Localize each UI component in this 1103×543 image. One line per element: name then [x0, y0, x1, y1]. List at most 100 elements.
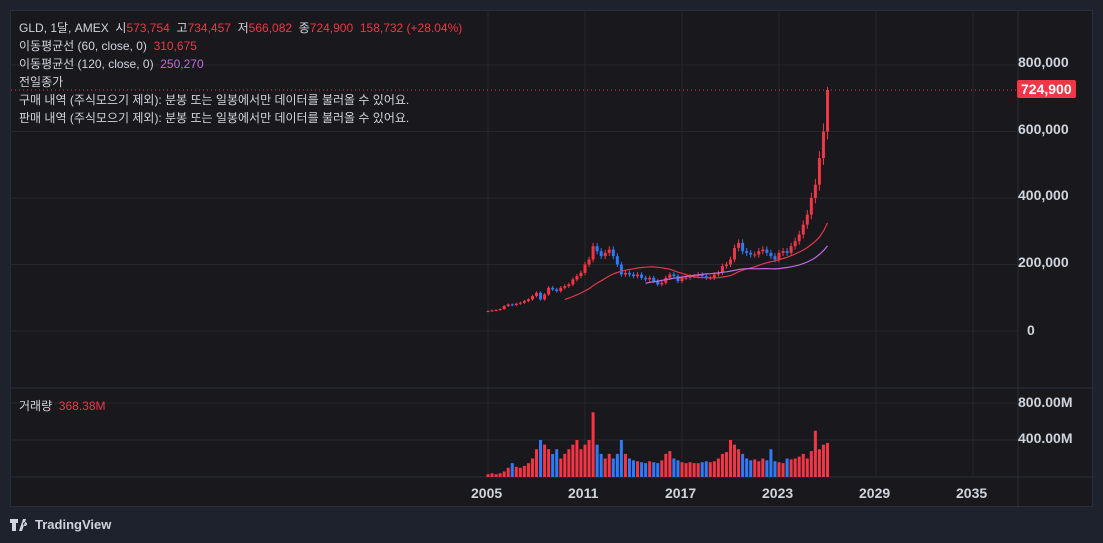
volume-bar [741, 453, 745, 477]
candle-body [805, 214, 809, 225]
ma60-value: 310,675 [153, 39, 197, 53]
candle-body [652, 277, 656, 282]
volume-bar [817, 449, 821, 477]
chart-canvas[interactable] [11, 11, 1094, 508]
ma60-label: 이동평균선 (60, close, 0) [19, 39, 147, 53]
volume-bar [571, 444, 575, 477]
volume-tick: 800.00M [1018, 394, 1073, 410]
candle-body [777, 252, 781, 260]
candle-body [821, 131, 825, 159]
volume-bar [603, 458, 607, 477]
volume-bar [623, 453, 627, 477]
volume-bar [700, 462, 704, 477]
candle-body [672, 274, 676, 277]
candle-body [648, 277, 652, 280]
volume-bar [789, 459, 793, 477]
volume-bar [773, 461, 777, 477]
volume-bar [813, 430, 817, 477]
candle-body [720, 266, 724, 273]
time-tick: 2023 [762, 485, 794, 501]
volume-bar [599, 453, 603, 477]
candle-body [781, 251, 785, 253]
volume-bar [656, 463, 660, 477]
candle-body [623, 272, 627, 275]
volume-bar [486, 474, 490, 477]
candle-body [514, 303, 518, 306]
candle-body [518, 302, 522, 304]
candle-body [494, 310, 498, 312]
time-tick: 2017 [665, 485, 697, 501]
candle-body [636, 274, 640, 277]
volume-bar [559, 458, 563, 477]
volume-bar [704, 461, 708, 477]
volume-bar [684, 463, 688, 477]
open-label: 시 [115, 21, 127, 35]
candle-body [547, 287, 551, 295]
buy-note: 구매 내역 (주식모으기 제외): 분봉 또는 일봉에서만 데이터를 불러올 수… [19, 93, 410, 107]
candle-body [603, 252, 607, 257]
candle-body [704, 276, 708, 278]
ma120-line [645, 245, 828, 284]
candle-body [700, 274, 704, 277]
time-tick: 2005 [471, 485, 503, 501]
volume-bar [619, 440, 623, 477]
volume-bar [805, 458, 809, 477]
candle-body [801, 224, 805, 235]
ma60-row[interactable]: 이동평균선 (60, close, 0) 310,675 [19, 37, 462, 55]
volume-bar [530, 458, 534, 477]
volume-bar [567, 449, 571, 477]
tradingview-logo[interactable]: TradingView [10, 517, 111, 532]
candle-body [567, 284, 571, 287]
volume-bar [579, 449, 583, 477]
volume-bar [595, 444, 599, 477]
ma120-row[interactable]: 이동평균선 (120, close, 0) 250,270 [19, 55, 462, 73]
volume-bar [607, 453, 611, 477]
symbol-label[interactable]: GLD, 1달, AMEX [19, 21, 109, 35]
candle-body [793, 241, 797, 247]
candle-body [741, 242, 745, 252]
chart-frame[interactable]: GLD, 1달, AMEX 시573,754 고734,457 저566,082… [10, 10, 1094, 508]
candle-body [498, 309, 502, 311]
candle-body [486, 311, 490, 313]
volume-label: 거래량 [19, 399, 53, 413]
volume-bar [716, 458, 720, 477]
candle-body [660, 282, 664, 285]
candle-body [490, 310, 494, 312]
volume-bar [615, 453, 619, 477]
candle-body [607, 249, 611, 253]
branding-text: TradingView [35, 517, 112, 532]
candle-body [632, 274, 635, 277]
candle-body [680, 277, 684, 282]
high-label: 고 [176, 21, 188, 35]
volume-bar [587, 440, 591, 477]
sell-note: 판매 내역 (주식모으기 제외): 분봉 또는 일봉에서만 데이터를 불러올 수… [19, 111, 410, 125]
volume-bar [757, 461, 761, 477]
volume-bar [494, 474, 498, 477]
candle-body [611, 249, 615, 257]
volume-bar [664, 453, 668, 477]
time-tick: 2029 [859, 485, 891, 501]
price-tick: 600,000 [1018, 121, 1069, 137]
volume-bar [514, 466, 518, 477]
change-value: 158,732 (+28.04%) [359, 21, 463, 35]
volume-bar [490, 473, 494, 477]
volume-bar [640, 462, 644, 477]
volume-bar [809, 451, 813, 477]
ohlc-row: GLD, 1달, AMEX 시573,754 고734,457 저566,082… [19, 19, 462, 37]
candle-body [765, 249, 769, 253]
candle-body [579, 272, 583, 277]
volume-bar [551, 453, 555, 477]
prev-close-row[interactable]: 전일종가 [19, 73, 462, 91]
volume-bar [745, 458, 749, 477]
volume-bar [591, 412, 595, 477]
volume-legend[interactable]: 거래량 368.38M [19, 397, 106, 414]
candle-body [599, 251, 603, 257]
candle-body [587, 259, 591, 265]
candle-body [640, 274, 644, 278]
candle-body [530, 296, 534, 300]
current-price-tag: 724,900 [1017, 80, 1076, 98]
candle-body [627, 272, 631, 275]
volume-bar [563, 453, 567, 477]
candle-body [591, 246, 595, 260]
price-tick: 800,000 [1018, 54, 1069, 70]
